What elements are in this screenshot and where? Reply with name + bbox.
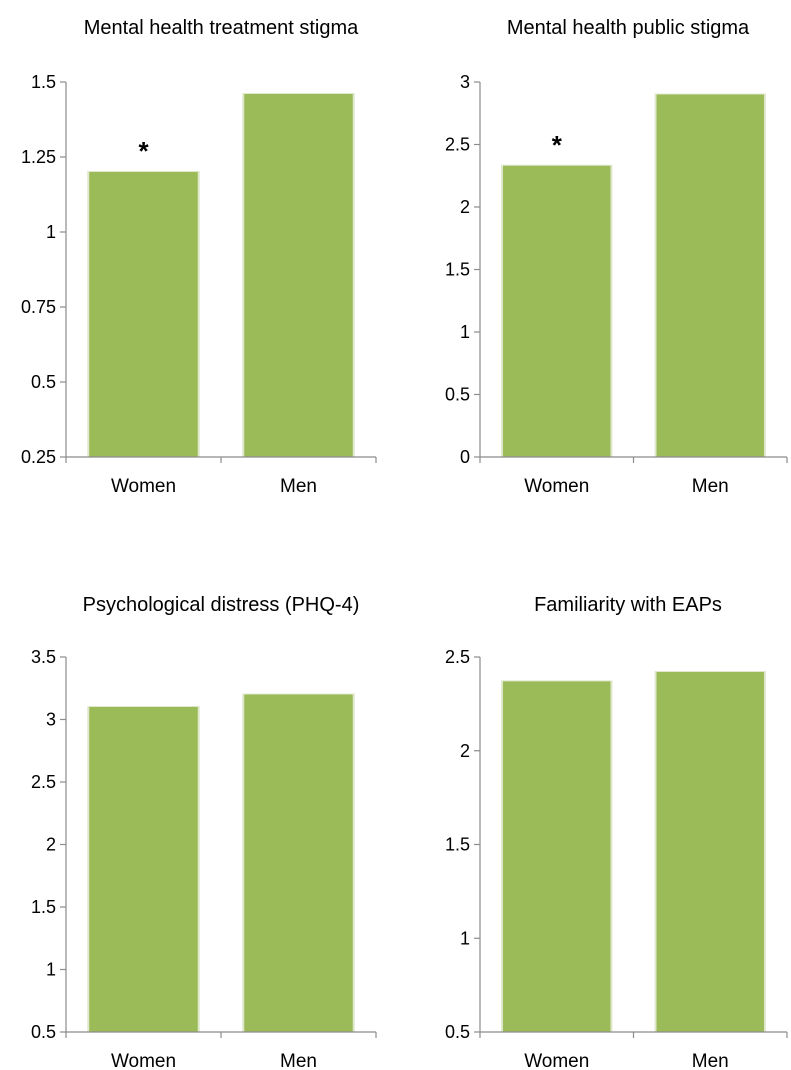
significance-marker: * [138, 136, 149, 166]
y-tick-label: 2 [460, 741, 470, 761]
y-tick-label: 1 [460, 322, 470, 342]
y-tick-label: 2 [46, 835, 56, 855]
chart-panel-public-stigma: Mental health public stigma Women * Men 0 0.5… [445, 17, 788, 497]
bar-women [503, 681, 611, 1032]
bar-men [656, 94, 764, 457]
x-tick-label: Men [280, 1051, 317, 1070]
y-tick-label: 1.5 [445, 835, 470, 855]
y-tick-label: 1.5 [445, 260, 470, 280]
y-tick-label: 1.25 [21, 147, 56, 167]
chart-panel-treatment-stigma: Mental health treatment stigma Women * Men 0… [21, 17, 377, 497]
y-tick-label: 3.5 [31, 647, 56, 667]
y-tick-label: 1 [46, 960, 56, 980]
x-tick-label: Men [692, 476, 729, 497]
y-tick-label: 0.5 [31, 1022, 56, 1042]
chart-panel-eap-familiarity: Familiarity with EAPs Women Men 0.5 1 1.5 2 2.5 [445, 594, 788, 1070]
bar-men [656, 672, 764, 1032]
y-tick-label: 0.75 [21, 297, 56, 317]
y-tick-label: 0.5 [445, 385, 470, 405]
chart-title: Psychological distress (PHQ-4) [83, 594, 360, 616]
y-tick-label: 0.5 [31, 372, 56, 392]
bar-men [244, 94, 353, 457]
significance-marker: * [552, 130, 563, 160]
chart-title: Familiarity with EAPs [534, 594, 722, 616]
y-tick-label: 3 [46, 710, 56, 730]
x-tick-label: Women [524, 476, 589, 497]
x-tick-label: Women [524, 1051, 589, 1070]
x-tick-label: Women [111, 1051, 176, 1070]
y-tick-label: 1.5 [31, 72, 56, 92]
y-tick-label: 1 [460, 928, 470, 948]
y-tick-label: 1.5 [31, 897, 56, 917]
y-tick-label: 1 [46, 222, 56, 242]
bar-women [89, 172, 198, 457]
y-tick-label: 3 [460, 72, 470, 92]
chart-panel-psychological-distress: Psychological distress (PHQ-4) Women Men 0.… [31, 594, 377, 1070]
bar-women [89, 707, 198, 1032]
y-tick-label: 2.5 [445, 135, 470, 155]
y-tick-label: 2.5 [31, 772, 56, 792]
y-tick-label: 2 [460, 197, 470, 217]
y-tick-label: 0.25 [21, 447, 56, 467]
y-tick-label: 2.5 [445, 647, 470, 667]
chart-title: Mental health treatment stigma [84, 17, 359, 39]
y-tick-label: 0 [460, 447, 470, 467]
bar-women [503, 165, 611, 457]
chart-title: Mental health public stigma [507, 17, 750, 39]
x-tick-label: Men [280, 476, 317, 497]
x-tick-label: Women [111, 476, 176, 497]
x-tick-label: Men [692, 1051, 729, 1070]
y-tick-label: 0.5 [445, 1022, 470, 1042]
bar-men [244, 694, 353, 1032]
